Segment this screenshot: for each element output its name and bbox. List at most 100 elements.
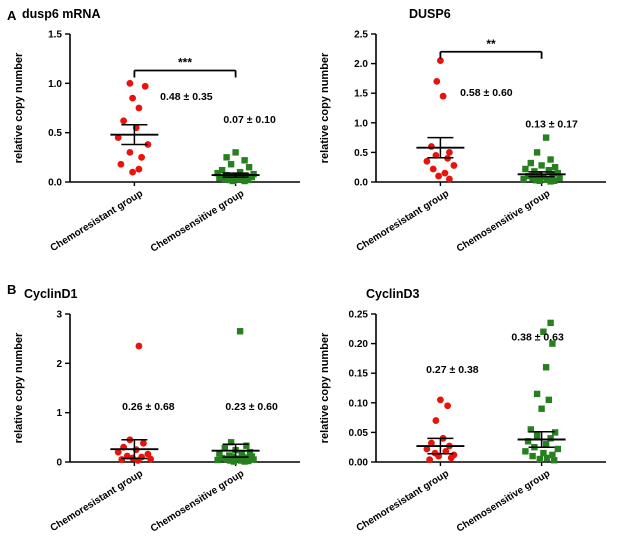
data-point: [529, 174, 536, 182]
data-point: [450, 162, 458, 169]
y-tick-label: 0: [56, 458, 62, 469]
data-point: [118, 456, 126, 463]
chart-title: DUSP6: [409, 7, 451, 21]
data-point: [135, 104, 143, 112]
data-point: [123, 452, 131, 460]
panel-label-b: B: [7, 282, 17, 297]
chart-dusp6-mrna: 0.0 0.5 1.0 1.5 relative copy number dusp6 mR…: [13, 7, 300, 255]
data-point: [547, 319, 554, 327]
data-point: [245, 176, 252, 184]
data-point: [524, 172, 532, 180]
y-tick-label: 1.5: [354, 89, 368, 100]
data-point: [245, 164, 253, 171]
data-point: [218, 454, 226, 462]
data-point: [243, 172, 250, 180]
data-point: [230, 458, 237, 465]
data-point: [235, 175, 242, 183]
chart-dusp6-mrna: 0.0 0.5 1.0 1.5 relative copy number dusp6 mR…: [8, 4, 308, 257]
data-point: [114, 134, 122, 142]
significance-stars: ***: [178, 56, 192, 70]
y-tick-label: 0.25: [349, 310, 369, 321]
data-point: [439, 92, 447, 100]
y-tick-label: 1.5: [48, 30, 62, 41]
data-point: [245, 457, 252, 465]
data-point: [529, 452, 536, 460]
data-point: [533, 149, 541, 156]
data-point: [538, 405, 545, 412]
data-point: [549, 451, 556, 459]
x-category-label: Chemosensitive group: [149, 188, 246, 254]
y-tick-label: 1.0: [48, 79, 62, 90]
data-point: [126, 149, 134, 156]
y-axis-label: relative copy number: [13, 332, 25, 443]
chart-cyclind1: 0 1 2 3 relative copy number CyclinD1 0.26 ± 0…: [8, 284, 308, 537]
data-point: [533, 390, 541, 398]
data-point: [227, 161, 235, 168]
data-point: [536, 455, 543, 463]
y-axis-label: relative copy number: [13, 52, 25, 163]
y-tick-label: 0.0: [48, 178, 62, 189]
data-point: [522, 448, 529, 455]
data-point: [426, 456, 433, 464]
data-point: [236, 168, 244, 176]
data-point: [214, 456, 221, 464]
data-point: [237, 457, 245, 464]
stat-annotation: 0.38 ± 0.63: [511, 332, 564, 344]
data-point: [232, 149, 239, 156]
data-point: [543, 176, 551, 183]
data-point: [126, 79, 134, 87]
panel-label-a: A: [7, 8, 17, 23]
data-point: [129, 168, 136, 176]
data-point: [129, 94, 136, 102]
stat-annotation: 0.07 ± 0.10: [223, 114, 276, 126]
chart-cyclind3: 0.00 0.05 0.10 0.15 0.20 0.25 relative copy nu…: [319, 287, 606, 535]
y-tick-label: 2: [56, 359, 62, 370]
data-point: [141, 82, 149, 90]
data-point: [556, 175, 563, 182]
data-point: [545, 166, 552, 174]
x-category-label: Chemoresistant group: [49, 188, 145, 254]
data-point: [241, 458, 248, 465]
data-point: [221, 175, 228, 183]
data-point: [524, 438, 532, 445]
data-point: [248, 173, 255, 181]
y-tick-label: 0.0: [354, 178, 368, 189]
data-point: [243, 442, 250, 449]
data-point: [114, 448, 122, 456]
data-point: [140, 439, 147, 447]
y-tick-label: 0.00: [349, 458, 369, 469]
data-point: [226, 452, 233, 459]
data-point: [547, 435, 554, 442]
y-axis-label: relative copy number: [319, 332, 331, 443]
data-point: [135, 165, 143, 173]
data-point: [536, 177, 543, 185]
y-tick-label: 0.5: [354, 148, 368, 159]
data-point: [547, 156, 554, 163]
data-point: [120, 117, 127, 125]
data-point: [520, 175, 527, 183]
y-tick-label: 0.15: [349, 369, 369, 380]
y-tick-label: 1: [56, 408, 62, 419]
data-point: [226, 176, 233, 184]
data-point: [223, 455, 230, 463]
stat-annotation: 0.26 ± 0.68: [122, 401, 175, 413]
y-tick-label: 2.5: [354, 30, 368, 41]
x-category-label: Chemoresistant group: [355, 188, 451, 254]
chart-title: CyclinD1: [24, 287, 78, 301]
data-point: [543, 454, 551, 462]
data-point: [236, 328, 244, 335]
data-point: [549, 172, 556, 179]
data-point: [437, 57, 444, 65]
data-point: [241, 157, 248, 164]
data-point: [241, 177, 248, 185]
data-point: [221, 444, 228, 452]
data-point: [447, 454, 455, 462]
data-point: [441, 169, 449, 177]
stat-annotation: 0.48 ± 0.35: [160, 91, 213, 103]
data-point: [135, 342, 143, 350]
data-point: [540, 328, 547, 335]
stat-annotation: 0.58 ± 0.60: [460, 87, 513, 99]
y-tick-label: 2.0: [354, 59, 368, 70]
stat-annotation: 0.27 ± 0.38: [426, 364, 479, 376]
